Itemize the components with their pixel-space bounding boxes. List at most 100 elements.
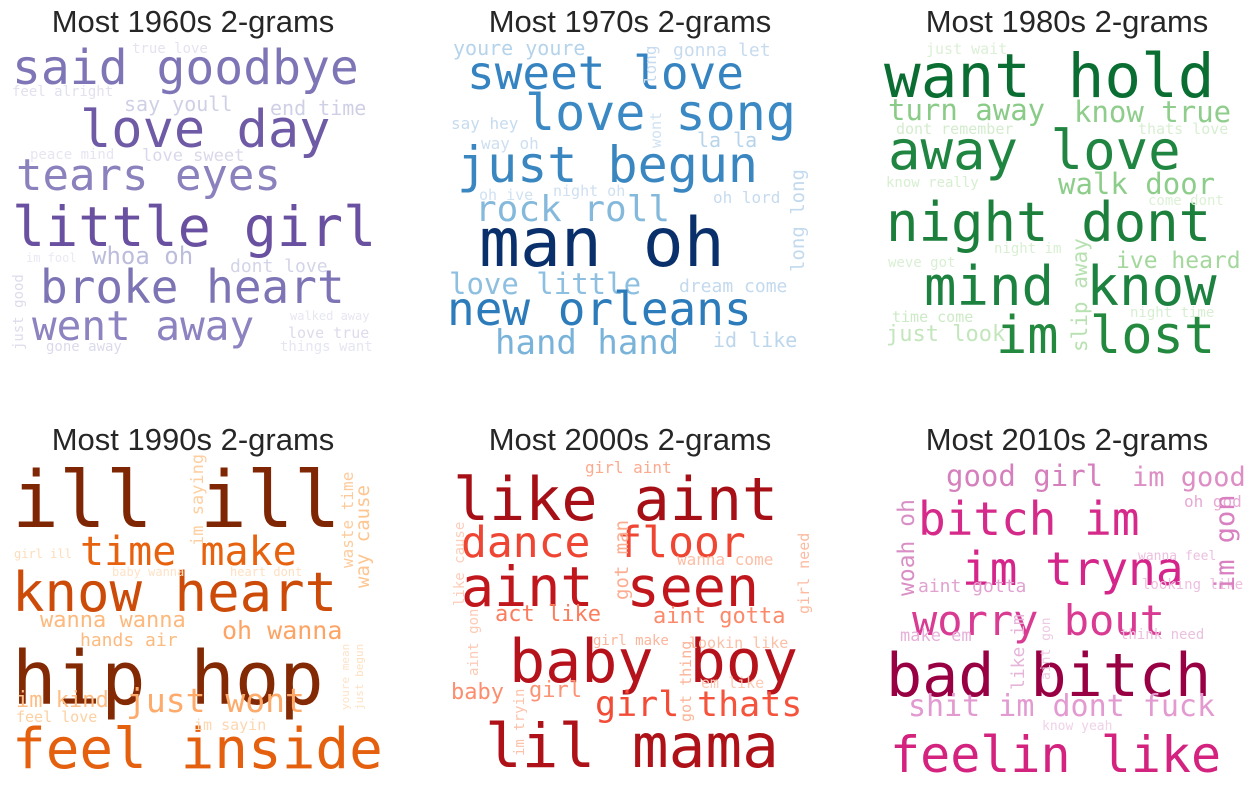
cloud-word: wanna wanna [40,608,186,633]
cloud-word: time come [892,308,974,326]
cloud-word: make em [900,626,972,646]
word-cloud: like aint dance floor aint seen act like… [445,458,815,788]
cloud-word: away love [888,119,1181,182]
cloud-word: man oh [479,204,725,283]
cloud-word: girl [595,685,680,725]
cloud-word: im good [1132,462,1246,493]
cloud-word: love song [525,84,796,142]
cloud-word: love day [80,100,331,160]
cloud-word: thats love [1138,120,1229,138]
cloud-word: night dont [886,191,1212,254]
cloud-word: walked away [290,309,370,323]
wordcloud-panel-2000s: Most 2000s 2-grams like aint dance floor… [445,418,815,788]
cloud-word: wanna feel [1138,549,1217,564]
cloud-word: night time [1130,305,1215,321]
cloud-word: mind know [924,255,1217,318]
cloud-word: thats [697,685,803,725]
cloud-word: little girl [12,195,377,259]
cloud-word: lookin like [689,634,789,652]
cloud-word: youre mean [339,643,352,710]
cloud-word: hand hand [495,323,680,363]
cloud-word: girl [529,678,582,703]
cloud-word: know really [886,175,979,191]
cloud-word: things want [280,339,373,355]
cloud-word: shit im dont fuck [908,689,1216,724]
cloud-word: oh ive [479,186,534,204]
cloud-word: think need [1120,627,1205,643]
panel-title: Most 1960s 2-grams [51,4,335,39]
cloud-word: im kind [16,688,109,713]
cloud-word: hip hop [12,636,324,722]
cloud-word: youre youre [453,36,586,60]
cloud-word: ive heard [1116,248,1241,274]
wordcloud-panel-1960s: Most 1960s 2-grams said goodbye love day… [8,0,378,370]
cloud-word: hands air [80,630,178,651]
cloud-word: dream come [679,276,788,297]
cloud-word: aint seen [461,555,760,619]
cloud-word: good girl [946,459,1104,493]
cloud-word: night oh [553,182,626,200]
cloud-word: said goodbye [12,40,359,96]
cloud-word: baby wanna [112,565,185,579]
cloud-word: like cause [452,521,468,606]
cloud-word: baby boy [509,627,798,697]
cloud-word: got thing [677,640,695,722]
cloud-word: tears eyes [16,150,281,201]
cloud-word: walk door [1058,167,1216,201]
cloud-word: id like [713,328,798,352]
cloud-word: just look [886,322,1006,347]
cloud-word: just wont [126,681,305,720]
word-cloud: good girl im good bitch im im tryna worr… [882,458,1252,788]
cloud-word: new orleans [447,282,752,336]
cloud-word: just wait [926,40,1008,58]
cloud-word: want hold [884,41,1215,112]
wordcloud-panel-1970s: Most 1970s 2-grams sweet love love song … [445,0,815,370]
cloud-word: went away [32,302,255,350]
cloud-word: woah oh [894,499,920,596]
cloud-word: im lost [996,306,1216,366]
cloud-word: im saying [188,453,208,546]
cloud-word: just begun [353,643,366,710]
panel-title: Most 1990s 2-grams [51,422,335,457]
cloud-word: know yeah [1042,719,1113,734]
cloud-word: act like [495,602,601,627]
panel-title: Most 2010s 2-grams [925,422,1209,457]
cloud-word: im fool [26,251,77,265]
cloud-word: girl make [593,633,669,649]
cloud-word: sweet love [467,46,744,100]
wordcloud-panel-1980s: Most 1980s 2-grams want hold turn away k… [882,0,1252,370]
cloud-word: like aint [453,465,779,535]
cloud-word: dance floor [461,518,746,568]
cloud-word: say youll [124,92,233,116]
cloud-word: just good [11,274,27,350]
word-cloud: ill ill time make know heart wanna wanna… [8,454,383,788]
cloud-word: im tryna [962,542,1184,596]
cloud-word: know heart [12,561,338,624]
cloud-word: baby [451,680,504,705]
cloud-word: lil mama [485,711,779,782]
cloud-word: feel inside [12,717,383,782]
cloud-word: aint gotta [918,576,1027,597]
cloud-word: bitch im [918,492,1140,546]
cloud-word: whoa oh [92,242,194,270]
cloud-word: like im [1008,614,1029,690]
cloud-word: gonna let [673,40,771,61]
cloud-word: girl need [795,532,813,614]
panel-title: Most 2000s 2-grams [488,422,772,457]
cloud-word: slip away [1068,238,1092,352]
cloud-word: end time [270,96,367,120]
cloud-word: oh wanna [222,616,343,645]
cloud-word: gone away [46,339,122,355]
cloud-word: aint gon [1039,617,1054,680]
cloud-word: im tryin [512,688,528,756]
cloud-word: oh lord [713,188,781,207]
cloud-word: dont remember [896,120,1014,138]
cloud-word: girl aint [585,458,672,477]
cloud-word: im sayin [194,716,267,734]
cloud-word: heart dont [230,565,303,579]
cloud-word: time make [80,529,297,575]
cloud-word: rock roll [475,189,671,230]
cloud-word: peace mind [30,147,115,163]
cloud-word: say hey [451,114,519,133]
cloud-word: night im [994,241,1062,257]
